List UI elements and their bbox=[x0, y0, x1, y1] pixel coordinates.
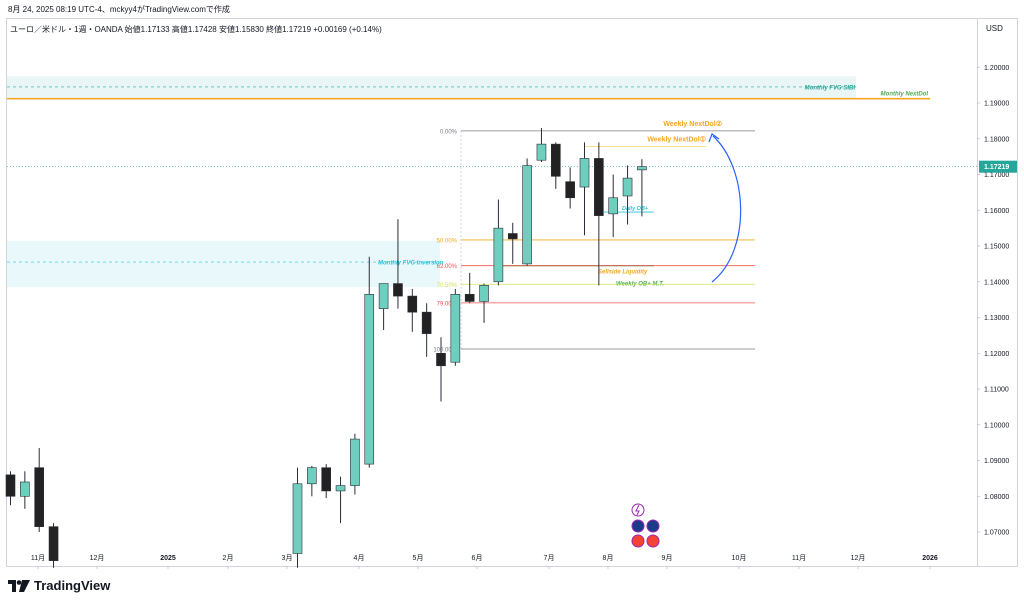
y-tick-label: 1.10000 bbox=[984, 422, 1009, 429]
zones-layer: Monthly FVG SIBI Monthly FVG Inversion bbox=[7, 76, 856, 288]
fib-level-label: 100.00% bbox=[433, 347, 457, 353]
candle-body bbox=[292, 483, 303, 554]
y-tick-label: 1.12000 bbox=[984, 351, 1009, 358]
y-tick-label: 1.18000 bbox=[984, 136, 1009, 143]
fib-level-label: 0.00% bbox=[440, 129, 458, 135]
x-tick-label: 2月 bbox=[223, 554, 234, 562]
candle-body bbox=[507, 233, 518, 240]
event-icon-a bbox=[631, 519, 645, 533]
x-tick-label: 8月 bbox=[603, 554, 614, 562]
x-tick-label: 4月 bbox=[354, 554, 365, 562]
candle-body bbox=[493, 227, 504, 283]
x-tick-label: 12月 bbox=[90, 554, 105, 562]
last-price-label: 1.17219 bbox=[984, 164, 1009, 171]
x-tick-label: 2025 bbox=[160, 555, 176, 562]
x-tick-label: 11月 bbox=[31, 554, 45, 562]
candle-body bbox=[350, 438, 360, 486]
fib-level-label: 62.00% bbox=[437, 264, 458, 270]
tradingview-logo[interactable]: TradingView bbox=[8, 578, 110, 593]
candle-body bbox=[321, 467, 332, 492]
zone-label-monthly-fvg-sibi: Monthly FVG SIBI bbox=[805, 85, 856, 91]
label-weekly-nextdol-2: Weekly NextDol② bbox=[663, 120, 722, 128]
candle-body bbox=[536, 143, 547, 161]
label-sellside-liquidity: Sellside Liquidity bbox=[598, 270, 648, 276]
fib-level-label: 50.00% bbox=[437, 238, 458, 244]
fib-level-label: 70.50% bbox=[437, 283, 458, 289]
y-tick-label: 1.19000 bbox=[984, 101, 1009, 108]
symbol-info: ユーロ／米ドル・1週・OANDA 始値1.17133 高値1.17428 安値1… bbox=[10, 25, 382, 34]
fib-layer: 0.00% 50.00% 62.00% 70.50% 79.00% 100.00% bbox=[433, 129, 755, 353]
candle-body bbox=[464, 293, 475, 302]
candle-body bbox=[565, 181, 575, 199]
candle-body bbox=[378, 283, 389, 309]
zone-label-monthly-fvg-inversion: Monthly FVG Inversion bbox=[378, 261, 444, 267]
last-price-badge bbox=[979, 160, 1017, 173]
candle-body bbox=[20, 481, 30, 497]
candle-body bbox=[450, 293, 461, 363]
x-axis-ticks: 11月 12月 2025 2月 3月 4月 5月 6月 7月 8月 9月 10月 11月 12月 2026 bbox=[31, 554, 938, 569]
zone-monthly-fvg-sibi bbox=[7, 76, 856, 98]
x-tick-label: 7月 bbox=[544, 554, 555, 562]
projection-arrow bbox=[711, 135, 742, 283]
candle-body bbox=[421, 311, 432, 334]
candle-body bbox=[479, 285, 489, 302]
y-tick-label: 1.16000 bbox=[984, 208, 1009, 215]
x-tick-label: 9月 bbox=[662, 554, 673, 562]
y-axis-ticks: 1.07000 1.08000 1.09000 1.10000 1.11000 1.120… bbox=[977, 65, 1017, 537]
candle-body bbox=[579, 158, 590, 188]
x-tick-label: 3月 bbox=[282, 554, 293, 562]
lightning-icon bbox=[631, 503, 645, 517]
zone-monthly-fvg-inversion bbox=[7, 240, 440, 288]
fib-level-label: 79.00% bbox=[437, 301, 458, 307]
candles-layer bbox=[5, 128, 647, 568]
y-tick-label: 1.14000 bbox=[984, 279, 1009, 286]
label-monthly-nextdol: Monthly NextDol bbox=[881, 92, 929, 98]
candle-body bbox=[48, 526, 59, 561]
y-tick-label: 1.07000 bbox=[984, 530, 1009, 537]
candle-body bbox=[637, 166, 647, 171]
x-tick-label: 11月 bbox=[792, 554, 806, 562]
y-tick-label: 1.17000 bbox=[984, 172, 1009, 179]
candle-body bbox=[335, 485, 346, 492]
chart-pane[interactable] bbox=[6, 18, 978, 567]
x-tick-label: 2026 bbox=[922, 555, 938, 562]
y-tick-label: 1.13000 bbox=[984, 315, 1009, 322]
y-tick-label: 1.11000 bbox=[984, 387, 1009, 394]
us-flag-icon bbox=[631, 534, 645, 548]
event-icons[interactable] bbox=[631, 503, 660, 548]
snapshot-info: 8月 24, 2025 08:19 UTC-4、mckyy4がTradingVi… bbox=[8, 5, 230, 14]
us-flag-icon bbox=[646, 534, 660, 548]
candle-body bbox=[307, 467, 317, 485]
x-tick-label: 12月 bbox=[851, 554, 866, 562]
candle-body bbox=[407, 295, 418, 313]
y-tick-label: 1.20000 bbox=[984, 65, 1009, 72]
y-tick-label: 1.08000 bbox=[984, 494, 1009, 501]
candle-body bbox=[34, 467, 45, 527]
candle-body bbox=[608, 197, 619, 215]
event-icon-b bbox=[646, 519, 660, 533]
candle-body bbox=[364, 293, 375, 465]
label-daily-ob: Daily OB+ bbox=[622, 206, 649, 212]
candle-body bbox=[5, 474, 16, 497]
x-tick-label: 5月 bbox=[413, 554, 424, 562]
y-tick-label: 1.15000 bbox=[984, 244, 1009, 251]
candle-body bbox=[522, 165, 532, 265]
price-axis[interactable] bbox=[978, 18, 1018, 567]
y-tick-label: 1.09000 bbox=[984, 458, 1009, 465]
annotations-layer bbox=[631, 133, 742, 548]
tradingview-logo-icon bbox=[8, 579, 30, 592]
label-weekly-nextdol-1: Weekly NextDol① bbox=[647, 135, 706, 143]
candle-body bbox=[393, 283, 403, 297]
candle-body bbox=[436, 352, 446, 367]
brand-name: TradingView bbox=[34, 578, 111, 593]
candle-body bbox=[594, 158, 604, 216]
candle-body bbox=[550, 143, 561, 177]
x-tick-label: 6月 bbox=[472, 554, 483, 562]
arrow-head-icon bbox=[708, 133, 720, 143]
currency-label[interactable]: USD bbox=[986, 24, 1003, 33]
candle-body bbox=[622, 177, 633, 197]
x-tick-label: 10月 bbox=[732, 554, 747, 562]
